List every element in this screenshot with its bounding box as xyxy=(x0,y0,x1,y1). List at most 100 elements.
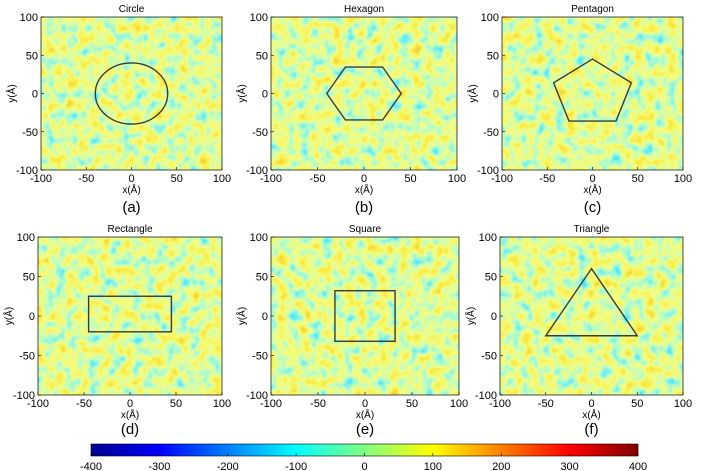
y-tick-label: -50 xyxy=(252,351,268,363)
heatmap-square xyxy=(271,237,459,395)
panel-hexagon: -100 -50 0 50 100 -100 -50 0 50 100 Hexagon x(Å) y(Å… xyxy=(235,4,466,216)
x-tick-label: 0 xyxy=(361,173,367,185)
x-tick-label: -100 xyxy=(491,173,513,185)
x-tick-label: -100 xyxy=(260,398,282,410)
heatmap-hexagon xyxy=(271,17,457,170)
x-axis-label: x(Å) xyxy=(355,183,373,196)
panel-rectangle: -100 -50 0 50 100 -100 -50 0 50 100 Rectangle x(Å) y… xyxy=(2,224,231,438)
x-tick-label: -50 xyxy=(539,173,555,185)
y-tick-label: 100 xyxy=(20,12,38,24)
x-tick-label: -50 xyxy=(538,398,554,410)
colorbar-tick-label: 400 xyxy=(629,461,647,471)
y-axis-label: y(Å) xyxy=(466,84,479,102)
panel-triangle: -100 -50 0 50 100 -100 -50 0 50 100 Triangle x(Å) y(… xyxy=(464,224,692,438)
shape-outline-triangle xyxy=(544,267,639,337)
y-tick-label: -100 xyxy=(477,165,499,177)
colorbar-tick-label: 0 xyxy=(361,461,367,471)
x-tick-label: -100 xyxy=(489,398,511,410)
x-tick-label: 50 xyxy=(404,173,416,185)
x-axis-label: x(Å) xyxy=(122,183,140,196)
x-tick-label: 100 xyxy=(674,398,692,410)
panel-title: Circle xyxy=(119,4,145,15)
panel-title: Hexagon xyxy=(344,4,384,15)
x-tick-label: 50 xyxy=(631,398,643,410)
x-axis-label: x(Å) xyxy=(582,408,600,421)
x-axis-label: x(Å) xyxy=(121,408,139,421)
x-tick-label: 50 xyxy=(170,398,182,410)
panel-square: -100 -50 0 50 100 -100 -50 0 50 100 Square x(Å) y(Å)… xyxy=(235,224,468,438)
y-axis-label: y(Å) xyxy=(5,84,18,102)
x-tick-label: 100 xyxy=(450,398,468,410)
y-tick-label: 50 xyxy=(26,50,38,62)
y-tick-label: 100 xyxy=(250,232,268,244)
subfigure-label: (d) xyxy=(121,421,139,438)
colorbar-tick-label: 200 xyxy=(492,461,510,471)
x-tick-label: 50 xyxy=(406,398,418,410)
x-tick-label: -50 xyxy=(76,398,92,410)
x-axis-label: x(Å) xyxy=(356,408,374,421)
x-tick-label: -100 xyxy=(260,173,282,185)
x-tick-label: -100 xyxy=(30,173,52,185)
y-tick-label: -100 xyxy=(13,390,35,402)
y-tick-label: 100 xyxy=(17,232,35,244)
x-tick-label: 100 xyxy=(213,398,231,410)
shape-outline-hexagon xyxy=(325,66,403,121)
y-tick-label: -100 xyxy=(475,390,497,402)
x-tick-label: 0 xyxy=(588,398,594,410)
panel-pentagon: -100 -50 0 50 100 -100 -50 0 50 100 Pentagon x(Å) y(… xyxy=(466,4,692,216)
x-tick-label: 50 xyxy=(632,173,644,185)
x-tick-label: 100 xyxy=(448,173,466,185)
x-tick-label: 0 xyxy=(589,173,595,185)
y-tick-label: -50 xyxy=(19,351,35,363)
y-tick-label: 0 xyxy=(262,311,268,323)
subfigure-label: (e) xyxy=(356,421,374,438)
y-tick-label: 0 xyxy=(29,311,35,323)
subfigure-label: (c) xyxy=(584,199,602,216)
subfigure-label: (a) xyxy=(122,199,140,216)
subfigure-label: (b) xyxy=(355,199,373,216)
x-axis-label: x(Å) xyxy=(583,183,601,196)
y-tick-label: 0 xyxy=(32,89,38,101)
x-tick-label: 50 xyxy=(171,173,183,185)
y-tick-label: 50 xyxy=(256,50,268,62)
heatmap-pentagon xyxy=(502,17,683,170)
shape-outline-square xyxy=(334,290,396,342)
y-tick-label: 50 xyxy=(487,50,499,62)
x-tick-label: 100 xyxy=(213,173,231,185)
colorbar: -400 -300 -200 -100 0 100 200 300 400 xyxy=(80,443,647,471)
y-tick-label: 0 xyxy=(262,89,268,101)
panel-title: Pentagon xyxy=(571,4,614,15)
shape-outline-circle xyxy=(94,62,169,125)
y-tick-label: 50 xyxy=(485,272,497,284)
panel-title: Rectangle xyxy=(107,224,152,235)
subfigure-label: (f) xyxy=(584,421,598,438)
y-tick-label: 100 xyxy=(479,232,497,244)
heatmap-circle xyxy=(41,17,222,170)
heatmap-triangle xyxy=(500,237,683,395)
x-tick-label: -50 xyxy=(310,398,326,410)
x-tick-label: 0 xyxy=(128,173,134,185)
y-tick-label: 0 xyxy=(491,311,497,323)
y-tick-label: 100 xyxy=(250,12,268,24)
colorbar-tick-label: -200 xyxy=(217,461,239,471)
x-tick-label: -50 xyxy=(78,173,94,185)
y-tick-label: -50 xyxy=(481,351,497,363)
y-tick-label: 100 xyxy=(481,12,499,24)
y-tick-label: 50 xyxy=(256,272,268,284)
shape-outline-rectangle xyxy=(87,295,173,333)
shape-outline-pentagon xyxy=(552,58,633,122)
colorbar-tick-label: -400 xyxy=(80,461,102,471)
y-axis-label: y(Å) xyxy=(235,84,248,102)
colorbar-tick-label: -300 xyxy=(148,461,170,471)
panel-circle: -100 -50 0 50 100 -100 -50 0 50 100 Circle x(Å) y(Å)… xyxy=(5,4,231,216)
y-axis-label: y(Å) xyxy=(464,307,477,325)
colorbar-tick-label: -100 xyxy=(285,461,307,471)
colorbar-tick-label: 300 xyxy=(560,461,578,471)
y-tick-label: 50 xyxy=(23,272,35,284)
panel-title: Square xyxy=(349,224,382,235)
y-tick-label: 0 xyxy=(493,89,499,101)
y-tick-label: -50 xyxy=(483,127,499,139)
y-tick-label: -100 xyxy=(246,390,268,402)
panel-title: Triangle xyxy=(574,224,610,235)
